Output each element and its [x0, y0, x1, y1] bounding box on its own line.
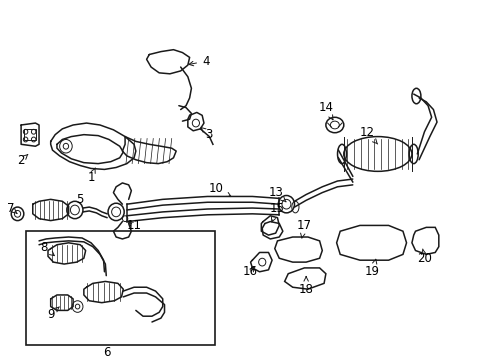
Text: 13: 13 — [268, 186, 285, 202]
Text: 18: 18 — [298, 276, 313, 296]
Text: 5: 5 — [77, 193, 84, 206]
Text: 8: 8 — [41, 241, 54, 256]
Text: 16: 16 — [243, 265, 258, 278]
Text: 14: 14 — [318, 101, 333, 120]
Text: 20: 20 — [416, 249, 431, 265]
Text: 19: 19 — [364, 259, 379, 278]
Text: 6: 6 — [103, 346, 111, 359]
Bar — [26, 231, 214, 345]
Text: 9: 9 — [47, 307, 59, 321]
Text: 7: 7 — [7, 202, 17, 215]
Text: 11: 11 — [126, 219, 141, 232]
Text: 4: 4 — [188, 55, 209, 68]
Text: 1: 1 — [87, 168, 95, 184]
Bar — [24, 129, 36, 140]
Text: 15: 15 — [269, 202, 285, 222]
Text: 12: 12 — [359, 126, 377, 144]
Text: 2: 2 — [17, 154, 28, 167]
Text: 10: 10 — [209, 182, 230, 197]
Text: 17: 17 — [296, 219, 311, 238]
Text: 3: 3 — [200, 127, 213, 141]
